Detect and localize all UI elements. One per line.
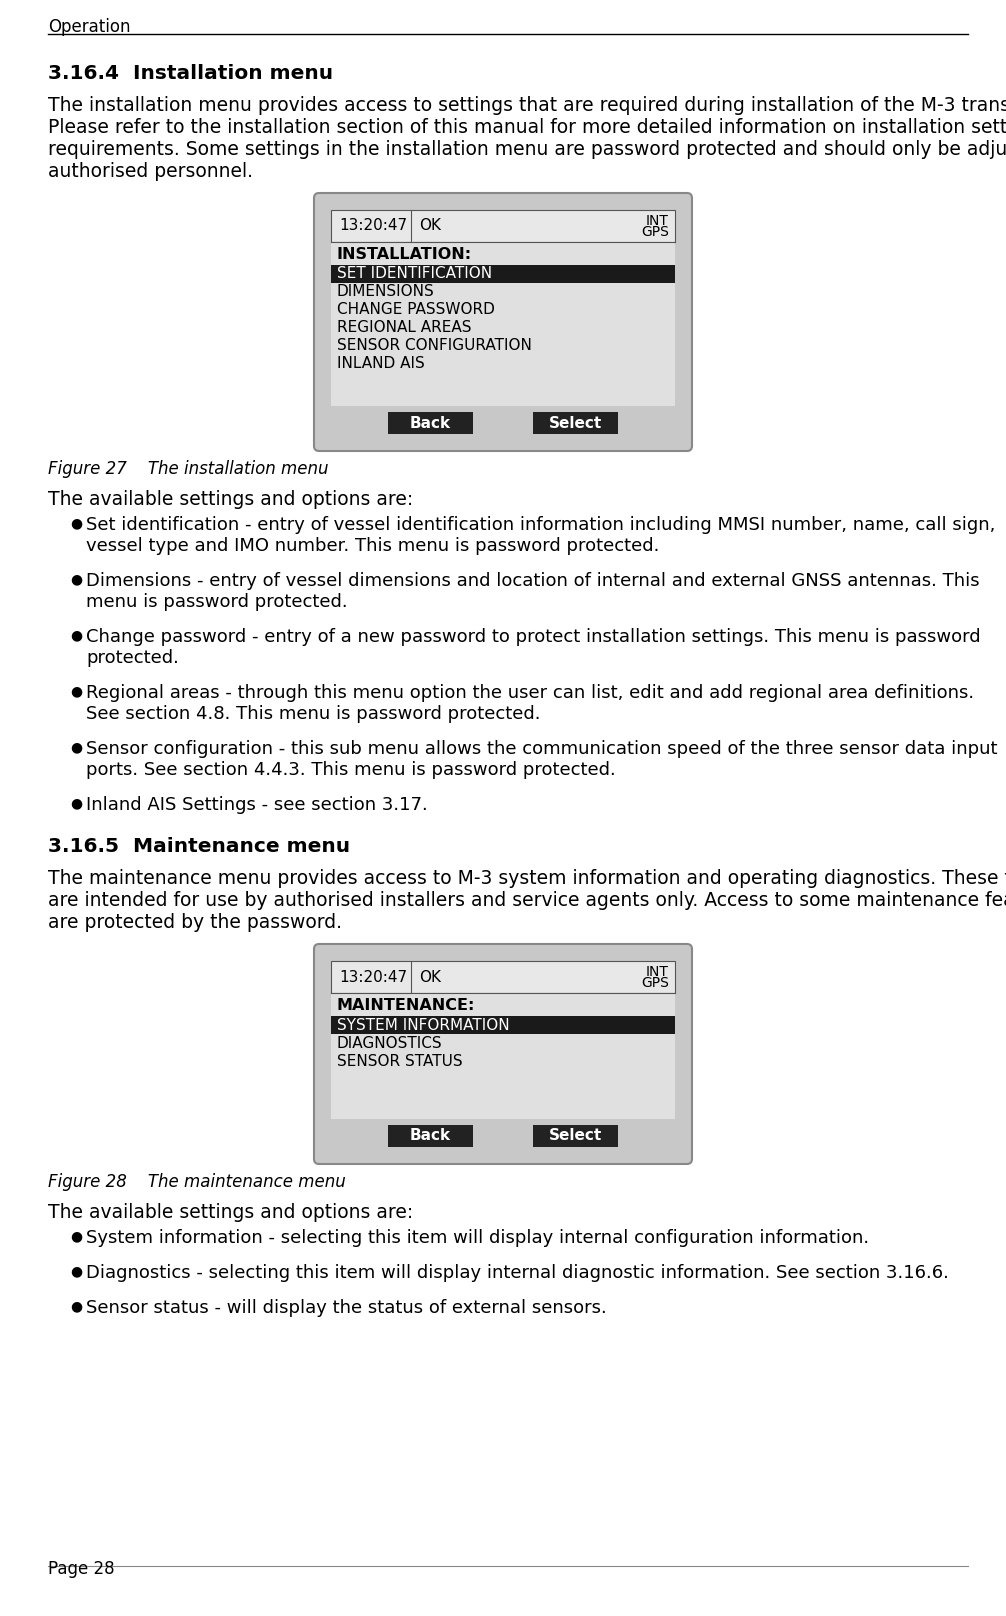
Text: GPS: GPS xyxy=(641,225,669,239)
Text: The installation menu provides access to settings that are required during insta: The installation menu provides access to… xyxy=(48,95,1006,115)
Text: OK: OK xyxy=(420,218,441,233)
Text: INLAND AIS: INLAND AIS xyxy=(337,357,425,372)
Text: Change password - entry of a new password to protect installation settings. This: Change password - entry of a new passwor… xyxy=(86,629,981,646)
Bar xyxy=(388,412,473,435)
Bar xyxy=(331,962,675,992)
Text: ●: ● xyxy=(70,1264,82,1278)
Bar xyxy=(331,265,675,283)
Text: 3.16.4  Installation menu: 3.16.4 Installation menu xyxy=(48,65,333,82)
Text: authorised personnel.: authorised personnel. xyxy=(48,162,253,181)
Text: MAINTENANCE:: MAINTENANCE: xyxy=(337,999,476,1013)
Text: GPS: GPS xyxy=(641,976,669,991)
Text: ●: ● xyxy=(70,572,82,587)
Text: Select: Select xyxy=(549,1128,603,1144)
Text: Figure 28    The maintenance menu: Figure 28 The maintenance menu xyxy=(48,1173,346,1191)
Text: SET IDENTIFICATION: SET IDENTIFICATION xyxy=(337,267,492,281)
Text: The maintenance menu provides access to M-3 system information and operating dia: The maintenance menu provides access to … xyxy=(48,869,1006,889)
Bar xyxy=(533,1125,618,1147)
Text: Set identification - entry of vessel identification information including MMSI n: Set identification - entry of vessel ide… xyxy=(86,516,995,533)
Text: SENSOR CONFIGURATION: SENSOR CONFIGURATION xyxy=(337,338,532,354)
Text: Figure 27    The installation menu: Figure 27 The installation menu xyxy=(48,461,329,478)
Text: ●: ● xyxy=(70,516,82,530)
Text: SENSOR STATUS: SENSOR STATUS xyxy=(337,1054,463,1068)
Bar xyxy=(388,1125,473,1147)
Text: DIAGNOSTICS: DIAGNOSTICS xyxy=(337,1036,443,1050)
Text: INT: INT xyxy=(646,213,669,228)
Text: ●: ● xyxy=(70,629,82,642)
Bar xyxy=(331,210,675,242)
Text: Dimensions - entry of vessel dimensions and location of internal and external GN: Dimensions - entry of vessel dimensions … xyxy=(86,572,980,590)
Text: INSTALLATION:: INSTALLATION: xyxy=(337,247,472,262)
Bar xyxy=(331,242,675,406)
Text: REGIONAL AREAS: REGIONAL AREAS xyxy=(337,320,472,336)
Text: ●: ● xyxy=(70,1230,82,1243)
Text: Sensor configuration - this sub menu allows the communication speed of the three: Sensor configuration - this sub menu all… xyxy=(86,740,998,758)
Bar xyxy=(533,412,618,435)
Text: Please refer to the installation section of this manual for more detailed inform: Please refer to the installation section… xyxy=(48,118,1006,137)
Text: ●: ● xyxy=(70,684,82,698)
Text: CHANGE PASSWORD: CHANGE PASSWORD xyxy=(337,302,495,317)
Text: Diagnostics - selecting this item will display internal diagnostic information. : Diagnostics - selecting this item will d… xyxy=(86,1264,955,1281)
Text: 13:20:47: 13:20:47 xyxy=(339,970,407,984)
Text: protected.: protected. xyxy=(86,650,179,667)
Text: are protected by the password.: are protected by the password. xyxy=(48,913,342,932)
Text: SYSTEM INFORMATION: SYSTEM INFORMATION xyxy=(337,1018,510,1033)
Text: 13:20:47: 13:20:47 xyxy=(339,218,407,233)
Text: requirements. Some settings in the installation menu are password protected and : requirements. Some settings in the insta… xyxy=(48,141,1006,158)
Text: Operation: Operation xyxy=(48,18,131,36)
Bar xyxy=(331,992,675,1118)
Text: are intended for use by authorised installers and service agents only. Access to: are intended for use by authorised insta… xyxy=(48,890,1006,910)
Text: Select: Select xyxy=(549,415,603,430)
Text: INT: INT xyxy=(646,965,669,979)
Text: Sensor status - will display the status of external sensors.: Sensor status - will display the status … xyxy=(86,1299,607,1317)
Text: ●: ● xyxy=(70,740,82,755)
Text: ●: ● xyxy=(70,1299,82,1312)
Text: Page 28: Page 28 xyxy=(48,1559,115,1577)
Text: ●: ● xyxy=(70,797,82,810)
Text: menu is password protected.: menu is password protected. xyxy=(86,593,348,611)
Text: OK: OK xyxy=(420,970,441,984)
Text: See section 4.8. This menu is password protected.: See section 4.8. This menu is password p… xyxy=(86,705,540,722)
Text: The available settings and options are:: The available settings and options are: xyxy=(48,1202,413,1222)
Text: 3.16.5  Maintenance menu: 3.16.5 Maintenance menu xyxy=(48,837,350,856)
Text: The available settings and options are:: The available settings and options are: xyxy=(48,490,413,509)
Text: vessel type and IMO number. This menu is password protected.: vessel type and IMO number. This menu is… xyxy=(86,537,659,554)
Text: ports. See section 4.4.3. This menu is password protected.: ports. See section 4.4.3. This menu is p… xyxy=(86,761,616,779)
Text: Back: Back xyxy=(409,1128,451,1144)
Text: Inland AIS Settings - see section 3.17.: Inland AIS Settings - see section 3.17. xyxy=(86,797,428,814)
FancyBboxPatch shape xyxy=(314,192,692,451)
Text: DIMENSIONS: DIMENSIONS xyxy=(337,284,435,299)
Text: Regional areas - through this menu option the user can list, edit and add region: Regional areas - through this menu optio… xyxy=(86,684,974,701)
FancyBboxPatch shape xyxy=(314,944,692,1164)
Text: System information - selecting this item will display internal configuration inf: System information - selecting this item… xyxy=(86,1230,875,1248)
Bar xyxy=(331,1016,675,1034)
Text: Back: Back xyxy=(409,415,451,430)
